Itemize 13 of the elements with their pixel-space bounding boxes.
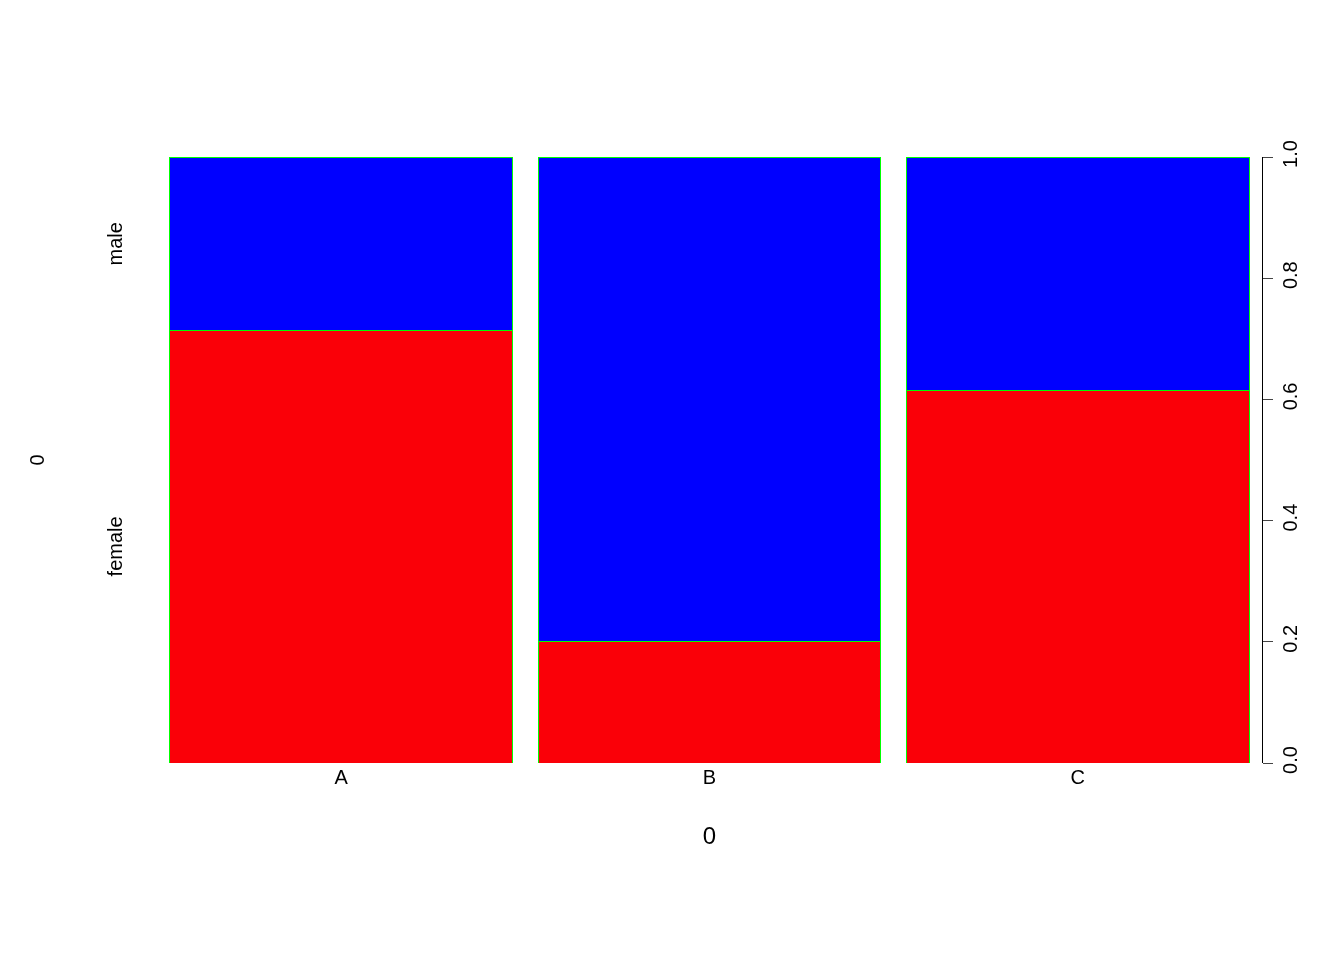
x-tick-label: C (1070, 766, 1086, 788)
text: 0 (26, 454, 49, 466)
x-tick-label: B (702, 766, 717, 788)
x-tick-label: A (334, 766, 349, 788)
y-tick-label: 0.8 (1279, 261, 1301, 290)
text: female (104, 516, 127, 577)
y-tick-label: 0.6 (1279, 382, 1301, 411)
y-tick-label: 0.0 (1279, 746, 1301, 774)
y-tick-label: 1.0 (1279, 140, 1301, 168)
text: male (104, 222, 127, 266)
y-tick-label: 0.4 (1279, 503, 1301, 532)
x-axis-title: 0 (702, 822, 717, 850)
y-tick-label: 0.2 (1279, 624, 1301, 653)
